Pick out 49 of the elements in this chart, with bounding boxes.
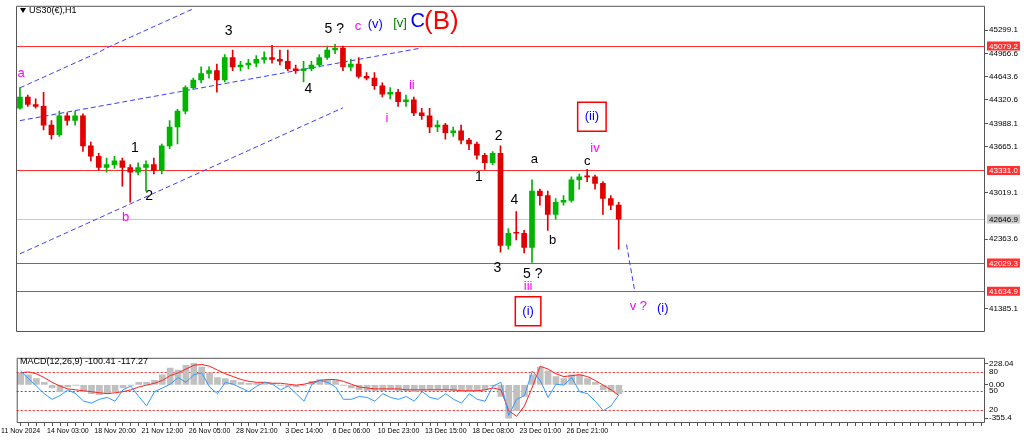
y2-tick-label: 50 — [989, 386, 999, 396]
y2-tick-label: 20 — [989, 404, 999, 414]
y-tick-label: -355.4 — [989, 413, 1013, 423]
ref-line-label: 42646.9 — [989, 214, 1019, 224]
annotation: (ii) — [584, 108, 600, 124]
ref-line-label: 42029.3 — [989, 258, 1019, 268]
annotation: 3 — [224, 22, 233, 39]
chart-title: MACD(12,26,9) -100.41 -117.27 — [20, 356, 148, 366]
y-tick-label: 228.04 — [989, 358, 1015, 368]
annotation: ii — [408, 77, 415, 93]
annotation: b — [548, 232, 557, 248]
annotation: 5 ? — [324, 20, 345, 37]
annotation: c — [354, 18, 362, 34]
annotation: iv — [590, 140, 601, 156]
annotation: a — [17, 65, 26, 81]
annotation: 1 — [474, 167, 483, 184]
annotation: (B) — [424, 4, 459, 35]
y-tick-label: 41385.1 — [989, 304, 1019, 314]
annotation: b — [121, 208, 130, 224]
y-tick-label: 45299.1 — [989, 25, 1019, 35]
annotation: 4 — [510, 191, 519, 208]
annotation: 2 — [145, 186, 154, 203]
annotation: 4 — [304, 80, 313, 97]
y-tick-label: 43988.1 — [989, 118, 1019, 128]
y-tick-label: 43665.1 — [989, 141, 1019, 151]
annotation: (i) — [657, 300, 669, 316]
y-tick-label: 43019.1 — [989, 187, 1019, 197]
annotation: C — [410, 9, 426, 32]
annotation: a — [530, 150, 539, 166]
y-tick-label: 42363.6 — [989, 234, 1019, 244]
annotation: (v) — [367, 16, 383, 32]
annotation: iii — [523, 278, 533, 294]
y-tick-label: 44966.6 — [989, 49, 1019, 59]
annotation: c — [583, 152, 591, 168]
annotation: 5 ? — [523, 264, 543, 281]
chart-title: US30(€),H1 — [29, 5, 77, 15]
y-tick-label: 44320.6 — [989, 95, 1019, 105]
annotation: 1 — [131, 139, 140, 156]
y2-tick-label: 80 — [989, 367, 999, 377]
ref-line-label: 41634.9 — [989, 286, 1019, 296]
annotation: v ? — [629, 298, 648, 314]
annotation: 2 — [494, 127, 503, 144]
y-tick-label: 44643.6 — [989, 72, 1019, 82]
annotation: [v] — [393, 15, 407, 31]
ref-line-label: 45079.2 — [989, 41, 1019, 51]
ref-line-label: 43331.0 — [989, 166, 1019, 176]
annotation: i — [385, 110, 389, 126]
annotation: 3 — [493, 258, 502, 275]
annotation: (i) — [522, 302, 534, 318]
